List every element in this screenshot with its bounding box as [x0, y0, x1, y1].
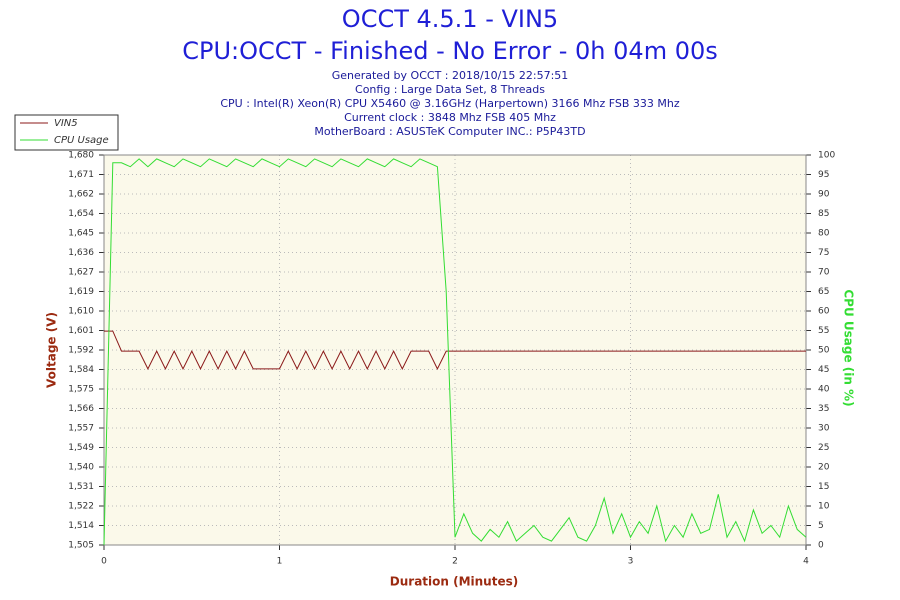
y-tick-label: 1,610	[68, 307, 94, 317]
y2-tick-label: 45	[818, 365, 829, 375]
y2-tick-label: 75	[818, 248, 829, 258]
x-tick-label: 4	[803, 557, 809, 567]
y2-tick-label: 5	[818, 521, 824, 531]
chart-title: OCCT 4.5.1 - VIN5	[342, 5, 558, 33]
y-tick-label: 1,636	[68, 248, 94, 258]
y-tick-label: 1,601	[68, 326, 94, 336]
y2-tick-label: 40	[818, 385, 830, 395]
info-line: CPU : Intel(R) Xeon(R) CPU X5460 @ 3.16G…	[220, 97, 680, 110]
legend-label: CPU Usage	[54, 135, 109, 146]
y2-tick-label: 95	[818, 170, 829, 180]
y2-tick-label: 0	[818, 541, 824, 551]
y-tick-label: 1,654	[68, 209, 94, 219]
y2-tick-label: 70	[818, 268, 830, 278]
legend-label: VIN5	[54, 118, 78, 129]
y2-axis-label: CPU Usage (in %)	[842, 289, 856, 406]
y-tick-label: 1,575	[68, 385, 94, 395]
plot-frame	[103, 154, 807, 546]
y-axis-label: Voltage (V)	[45, 312, 59, 388]
y-tick-label: 1,592	[68, 346, 94, 356]
y2-tick-label: 80	[818, 229, 830, 239]
y2-tick-label: 50	[818, 346, 830, 356]
chart-subtitle: CPU:OCCT - Finished - No Error - 0h 04m …	[182, 37, 718, 65]
y-tick-label: 1,662	[68, 190, 94, 200]
info-line: Current clock : 3848 Mhz FSB 405 Mhz	[344, 111, 556, 124]
y2-tick-label: 55	[818, 326, 829, 336]
series-line	[104, 330, 806, 371]
y2-tick-label: 60	[818, 307, 830, 317]
y2-tick-label: 65	[818, 287, 829, 297]
y-tick-label: 1,619	[68, 287, 94, 297]
y2-tick-label: 85	[818, 209, 829, 219]
y2-tick-label: 20	[818, 463, 830, 473]
y-tick-label: 1,540	[68, 463, 94, 473]
y2-tick-label: 25	[818, 443, 829, 453]
x-axis-label: Duration (Minutes)	[390, 575, 518, 589]
y2-tick-label: 100	[818, 151, 835, 161]
y-tick-label: 1,505	[68, 541, 94, 551]
y2-tick-label: 30	[818, 424, 830, 434]
info-line: MotherBoard : ASUSTeK Computer INC.: P5P…	[314, 125, 585, 138]
series-line	[103, 158, 807, 546]
y2-tick-label: 10	[818, 502, 830, 512]
y-tick-label: 1,549	[68, 443, 94, 453]
y2-tick-label: 35	[818, 404, 829, 414]
y2-tick-label: 15	[818, 482, 829, 492]
info-line: Config : Large Data Set, 8 Threads	[355, 83, 545, 96]
y-tick-label: 1,671	[68, 170, 94, 180]
y-tick-label: 1,531	[68, 482, 94, 492]
y-tick-label: 1,584	[68, 365, 94, 375]
x-tick-label: 2	[452, 557, 458, 567]
y-tick-label: 1,680	[68, 151, 94, 161]
y-tick-label: 1,645	[68, 229, 94, 239]
y-tick-label: 1,557	[68, 424, 94, 434]
y-tick-label: 1,566	[68, 404, 94, 414]
x-tick-label: 3	[628, 557, 634, 567]
y-tick-label: 1,522	[68, 502, 94, 512]
info-line: Generated by OCCT : 2018/10/15 22:57:51	[332, 69, 569, 82]
legend-box	[14, 114, 119, 151]
y2-tick-label: 90	[818, 190, 830, 200]
y-tick-label: 1,627	[68, 268, 94, 278]
y-tick-label: 1,514	[68, 521, 94, 531]
x-tick-label: 1	[277, 557, 283, 567]
x-tick-label: 0	[101, 557, 107, 567]
